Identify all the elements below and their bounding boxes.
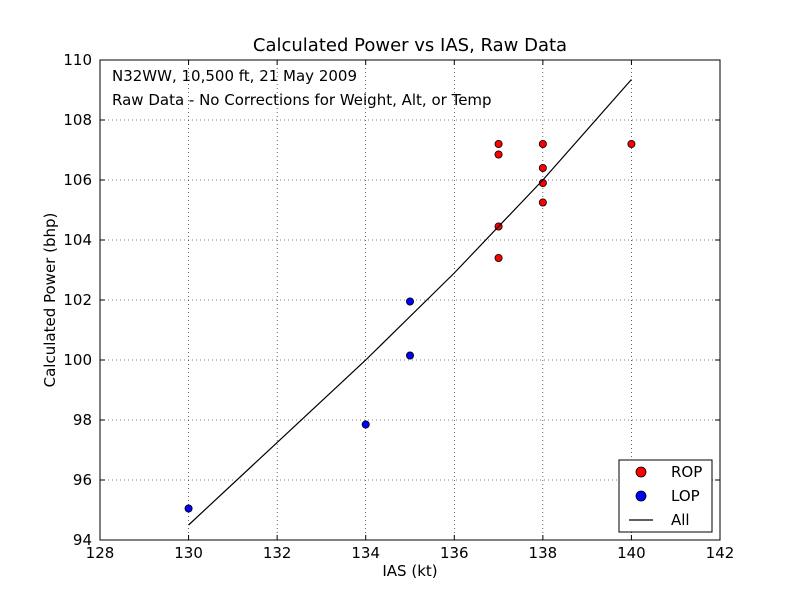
y-tick-label: 96	[73, 471, 92, 489]
x-tick-label: 132	[263, 544, 292, 562]
y-tick-label: 100	[63, 351, 92, 369]
data-point-rop	[494, 253, 503, 262]
x-tick-label: 134	[351, 544, 380, 562]
annotation-line-1: N32WW, 10,500 ft, 21 May 2009	[112, 67, 357, 85]
grid-layer	[100, 60, 720, 540]
tick-layer: 128 130 132 134 136 138 140 142 94 96 98 100 102 104 1…	[63, 51, 734, 562]
x-tick-label: 140	[617, 544, 646, 562]
series-layer	[184, 79, 636, 526]
annotation-line-2: Raw Data - No Corrections for Weight, Al…	[112, 91, 492, 109]
series-line-all	[188, 79, 632, 526]
data-point-lop	[184, 504, 193, 513]
data-point-rop	[627, 139, 636, 148]
x-tick-label: 130	[174, 544, 203, 562]
chart-title: Calculated Power vs IAS, Raw Data	[253, 35, 567, 56]
data-point-rop	[538, 139, 547, 148]
data-point-lop	[405, 297, 414, 306]
data-point-rop	[494, 150, 503, 159]
x-tick-label: 136	[440, 544, 469, 562]
x-tick-label: 138	[529, 544, 558, 562]
data-point-rop	[538, 163, 547, 172]
y-tick-label: 104	[63, 231, 92, 249]
legend-swatch-rop	[635, 466, 647, 478]
legend-label-rop: ROP	[671, 463, 702, 481]
legend-items: ROP LOP All	[629, 463, 702, 529]
data-point-rop	[538, 198, 547, 207]
legend-label-lop: LOP	[671, 487, 700, 505]
x-tick-label: 142	[706, 544, 735, 562]
x-tick-label: 128	[86, 544, 115, 562]
y-tick-label: 98	[73, 411, 92, 429]
y-tick-label: 110	[63, 51, 92, 69]
y-tick-label: 102	[63, 291, 92, 309]
data-point-rop	[494, 139, 503, 148]
y-tick-label: 108	[63, 111, 92, 129]
data-point-lop	[361, 420, 370, 429]
legend: ROP LOP All	[618, 459, 713, 533]
data-point-lop	[405, 351, 414, 360]
legend-label-all: All	[671, 511, 690, 529]
legend-swatch-lop	[635, 490, 647, 502]
y-tick-label: 94	[73, 531, 92, 549]
x-axis-label: IAS (kt)	[382, 562, 437, 580]
y-tick-label: 106	[63, 171, 92, 189]
y-axis-label: Calculated Power (bhp)	[41, 213, 59, 388]
